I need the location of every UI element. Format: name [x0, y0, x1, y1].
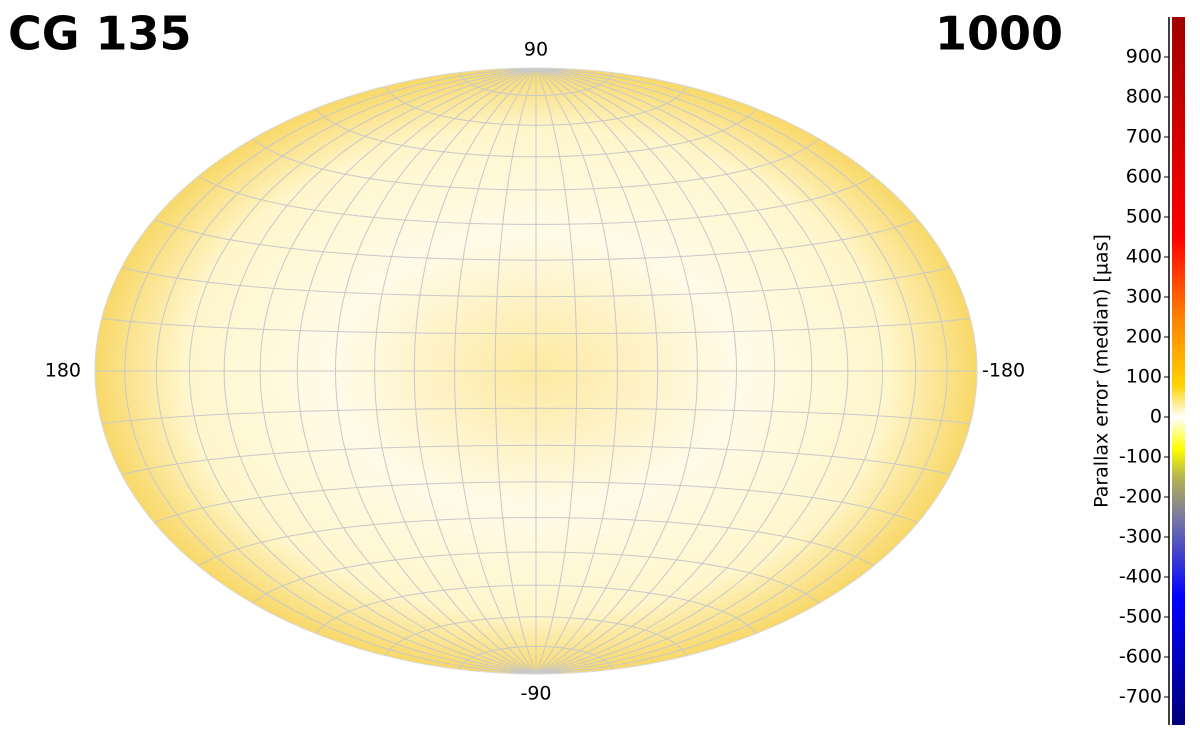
- graticule: [535, 67, 659, 675]
- colorbar-tick-label: 400: [1126, 246, 1162, 268]
- graticule: [535, 67, 917, 675]
- graticule: [188, 67, 537, 675]
- colorbar-tick-label: -600: [1119, 646, 1162, 668]
- graticule: [535, 67, 618, 675]
- graticule: [535, 67, 578, 675]
- graticule: [413, 67, 537, 675]
- chart-title: CG 135: [8, 7, 192, 61]
- graticule: [124, 67, 537, 675]
- sky-outline: [94, 67, 978, 675]
- colorbar-tick-label: 700: [1126, 126, 1162, 148]
- colorbar-tick-label: 100: [1126, 366, 1162, 388]
- graticule: [155, 67, 537, 675]
- graticule: [535, 67, 849, 675]
- graticule: [535, 67, 884, 675]
- colorbar-label: Parallax error (median) [µas]: [1091, 234, 1113, 508]
- graticule: [259, 67, 537, 675]
- colorbar-tick-label: -100: [1119, 446, 1162, 468]
- graticule: [535, 67, 776, 675]
- colorbar-tick-label: 0: [1150, 406, 1162, 428]
- graticule: [535, 67, 738, 675]
- graticule: [334, 67, 537, 675]
- graticule: [454, 67, 537, 675]
- colorbar-tick-label: 200: [1126, 326, 1162, 348]
- map: [94, 67, 978, 675]
- colorbar-tick-label: 800: [1126, 86, 1162, 108]
- colorbar-tick-label: -400: [1119, 566, 1162, 588]
- graticule: [374, 67, 537, 675]
- colorbar-tick-label: -500: [1119, 606, 1162, 628]
- colorbar-tick-label: -700: [1119, 686, 1162, 708]
- graticule: [494, 67, 537, 675]
- graticule: [535, 67, 813, 675]
- x-tick-label: -180: [982, 360, 1025, 382]
- colorbar-tick-label: 300: [1126, 286, 1162, 308]
- colorbar-tick-label: -300: [1119, 526, 1162, 548]
- colorbar-tick-label: 600: [1126, 166, 1162, 188]
- graticule: [223, 67, 537, 675]
- graticule: [535, 67, 698, 675]
- chart-subtitle: 1000: [935, 7, 1063, 61]
- colorbar-tick-label: 900: [1126, 46, 1162, 68]
- y-tick-label: -90: [520, 683, 551, 705]
- x-tick-label: 180: [45, 360, 81, 382]
- colorbar: [1172, 17, 1185, 725]
- colorbar-tick-label: 500: [1126, 206, 1162, 228]
- graticule: [296, 67, 537, 675]
- y-tick-label: 90: [524, 39, 548, 61]
- colorbar-tick-label: -200: [1119, 486, 1162, 508]
- graticule: [535, 67, 948, 675]
